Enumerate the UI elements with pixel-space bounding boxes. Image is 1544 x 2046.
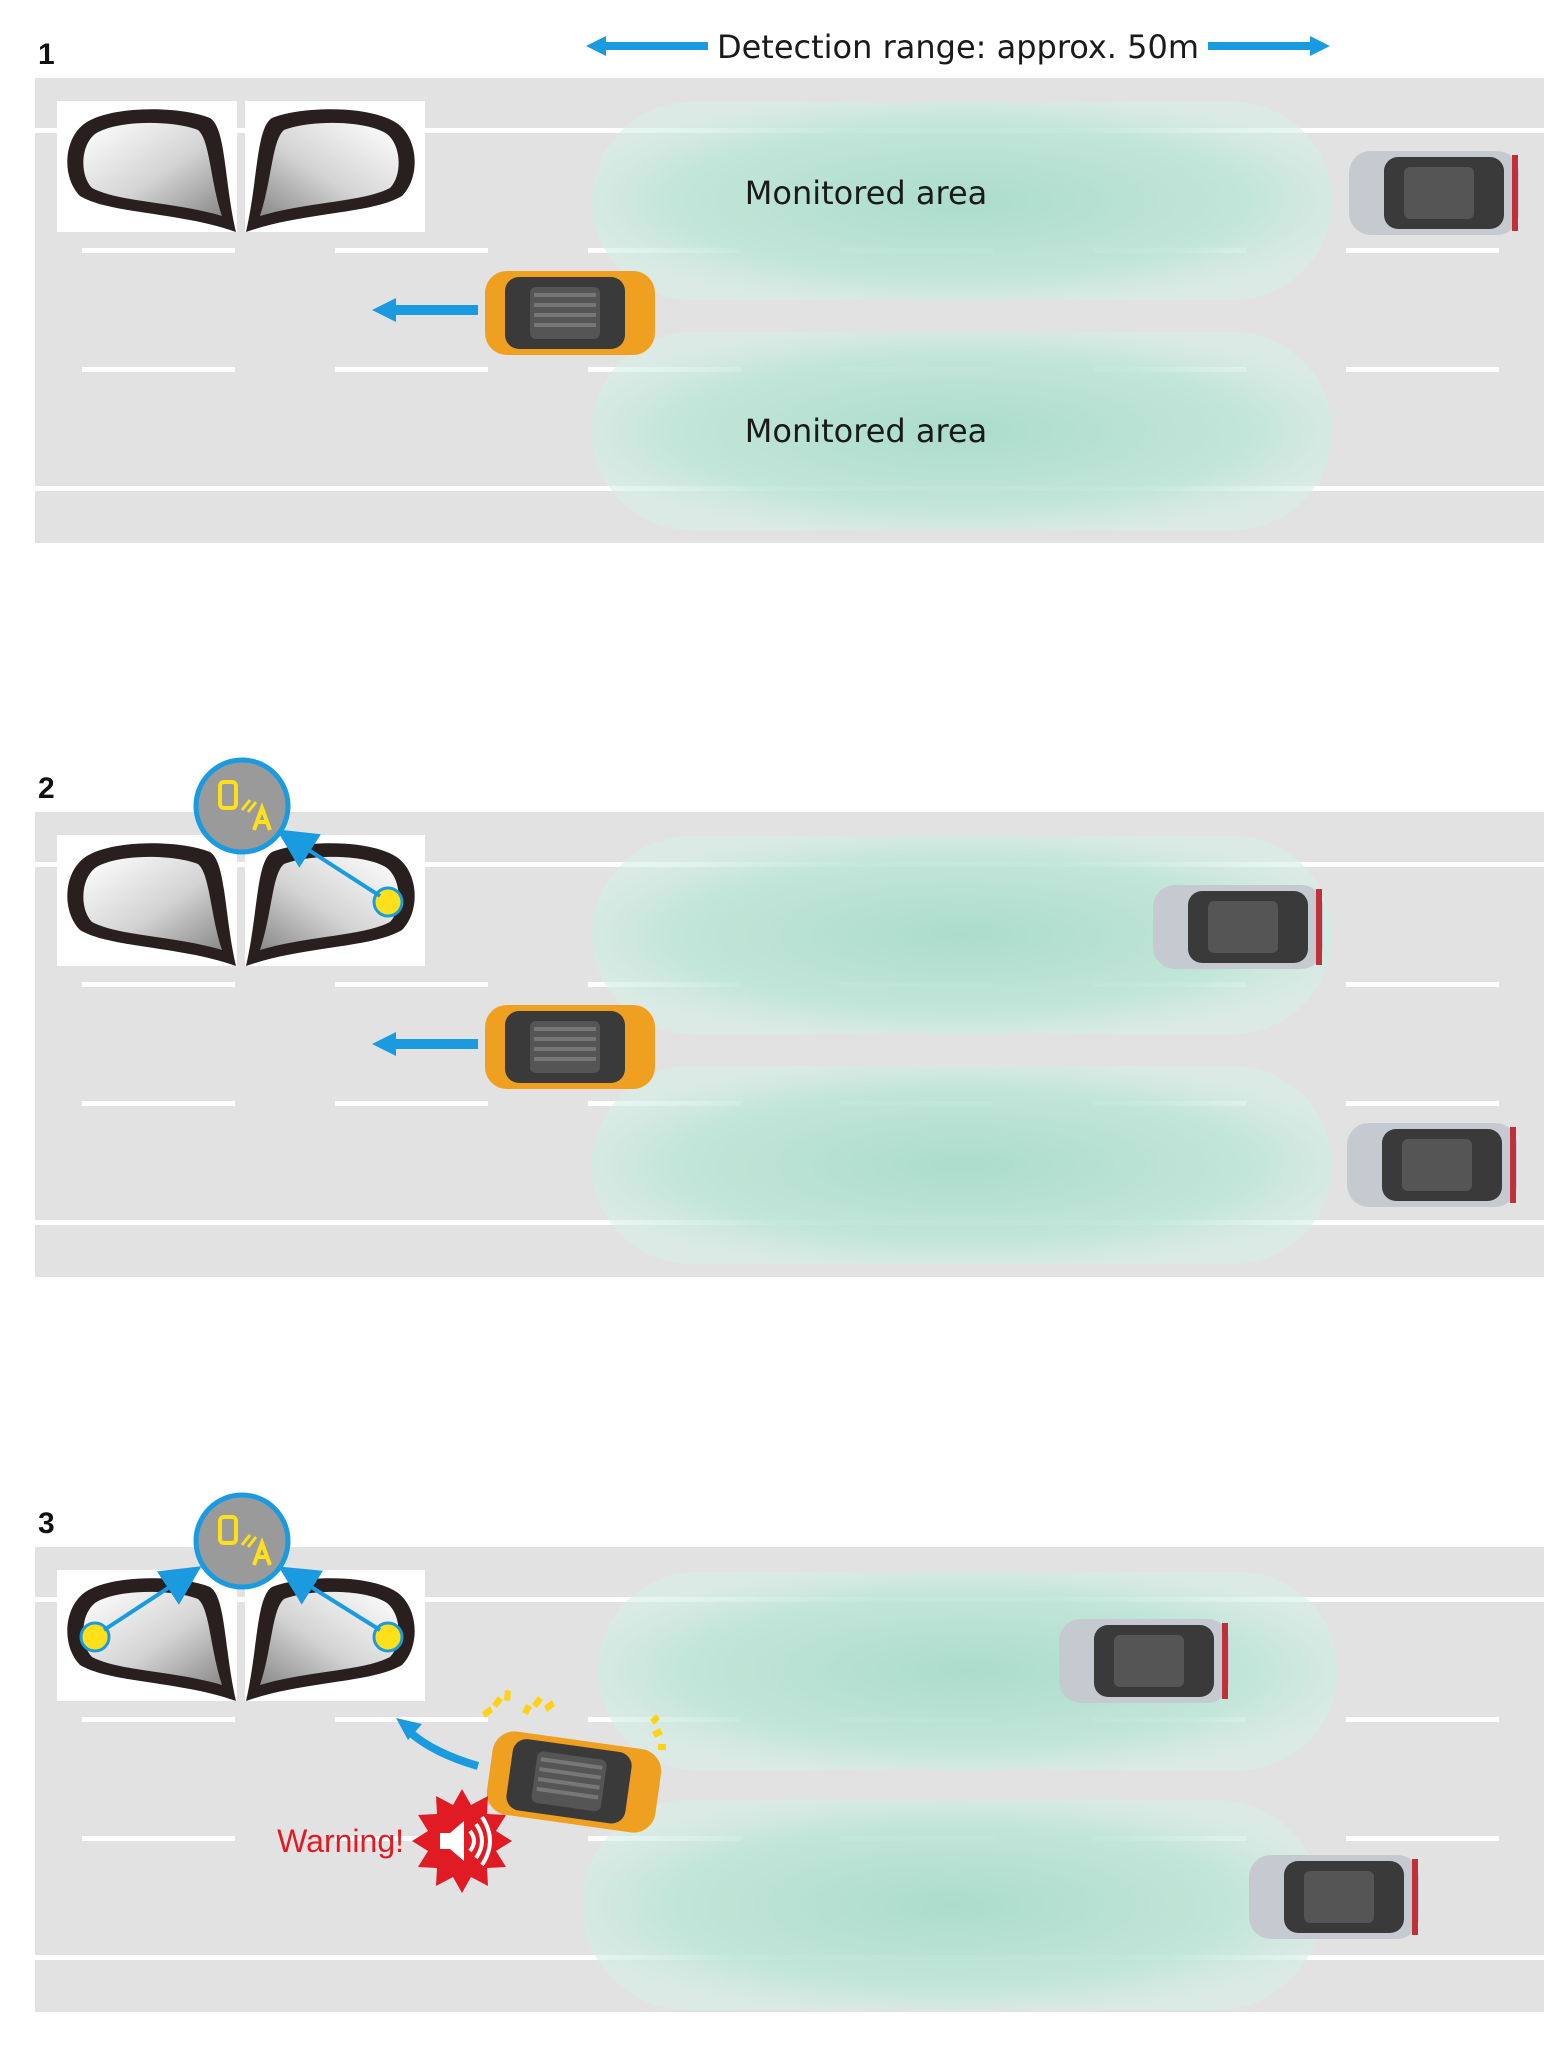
direction-arrow-icon (372, 1032, 478, 1056)
right-mirror-icon (246, 843, 415, 966)
other-car (1153, 885, 1323, 969)
scene-number: 1 (38, 38, 55, 71)
scene-1: 1 Monitored area Monitored area (35, 38, 1544, 543)
monitored-area-lower (592, 332, 1332, 530)
indicator-pointer (276, 829, 382, 898)
other-car (1059, 1619, 1229, 1703)
left-mirror-icon (67, 1578, 236, 1701)
warning-label: Warning! (277, 1823, 404, 1859)
right-mirror-icon (246, 109, 415, 232)
right-mirror-icon (246, 1578, 415, 1701)
other-car (1249, 1855, 1419, 1939)
scene-2: 2 (35, 757, 1544, 1277)
mirror-indicator-right-icon (372, 1621, 404, 1653)
monitored-area-lower (592, 1066, 1332, 1264)
indicator-pointer (102, 1566, 202, 1632)
turn-signal-flash-icon (482, 1690, 666, 1750)
warning-sound-icon (412, 1789, 512, 1893)
bsm-indicator-icon (193, 1492, 291, 1590)
range-arrow-right-icon (1208, 36, 1330, 56)
monitored-area-lower-label: Monitored area (745, 412, 987, 450)
monitored-area-upper-label: Monitored area (745, 174, 987, 212)
mirror-panel (57, 1566, 425, 1701)
mirror-indicator-right-icon (372, 886, 404, 918)
detection-range-label: Detection range: approx. 50m (717, 28, 1199, 66)
left-mirror-icon (67, 109, 236, 232)
ego-car (485, 1005, 655, 1089)
other-car (1347, 1123, 1517, 1207)
mirror-indicator-left-icon (79, 1621, 111, 1653)
direction-arrow-icon (372, 298, 478, 322)
direction-arrow-icon (407, 1729, 480, 1770)
ego-car (485, 271, 655, 355)
indicator-pointer (278, 1566, 382, 1632)
mirror-panel (57, 829, 425, 966)
monitored-area-upper (592, 836, 1332, 1034)
scene-3: 3 (35, 1492, 1544, 2012)
range-arrow-left-icon (586, 36, 708, 56)
mirror-panel (57, 101, 425, 232)
monitored-area-upper (592, 102, 1332, 300)
scene-number: 3 (38, 1507, 55, 1540)
bsm-indicator-icon (193, 757, 291, 855)
monitored-area-lower (582, 1800, 1322, 2010)
direction-arrowhead-icon (396, 1718, 422, 1740)
scene-number: 2 (38, 772, 55, 805)
left-mirror-icon (67, 843, 236, 966)
detection-range-indicator: Detection range: approx. 50m (586, 28, 1330, 66)
other-car (1349, 151, 1519, 235)
ego-car (486, 1731, 662, 1833)
